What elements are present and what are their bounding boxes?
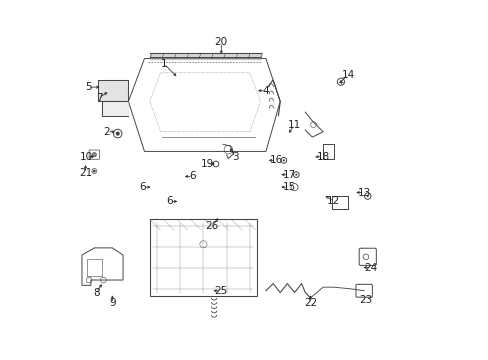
Text: 13: 13: [357, 188, 370, 198]
Text: 15: 15: [282, 182, 295, 192]
Text: 25: 25: [214, 286, 227, 296]
Text: 6: 6: [166, 197, 172, 206]
Text: 22: 22: [304, 298, 317, 308]
Text: 7: 7: [96, 93, 102, 103]
Text: 8: 8: [93, 288, 100, 297]
Text: 6: 6: [189, 171, 196, 181]
Text: 21: 21: [79, 168, 92, 178]
Text: 19: 19: [200, 159, 213, 169]
Text: 17: 17: [282, 170, 295, 180]
Circle shape: [92, 153, 96, 157]
Text: 1: 1: [161, 59, 167, 69]
Text: 10: 10: [80, 152, 93, 162]
Circle shape: [282, 159, 285, 161]
Text: 6: 6: [139, 182, 146, 192]
Text: 26: 26: [205, 221, 219, 231]
Text: 2: 2: [103, 127, 110, 137]
Circle shape: [366, 195, 368, 197]
Circle shape: [116, 132, 119, 135]
Text: 23: 23: [359, 295, 372, 305]
Text: 11: 11: [287, 120, 301, 130]
Circle shape: [295, 174, 297, 176]
Text: 24: 24: [364, 262, 377, 273]
Text: 20: 20: [214, 37, 227, 48]
Text: 4: 4: [262, 86, 269, 96]
Text: 14: 14: [341, 69, 354, 80]
Circle shape: [93, 170, 95, 172]
Text: 5: 5: [84, 82, 91, 92]
Text: 9: 9: [109, 298, 115, 308]
Text: 16: 16: [269, 156, 283, 165]
Text: 12: 12: [326, 197, 340, 206]
Text: 3: 3: [232, 152, 239, 162]
Text: 18: 18: [316, 152, 329, 162]
